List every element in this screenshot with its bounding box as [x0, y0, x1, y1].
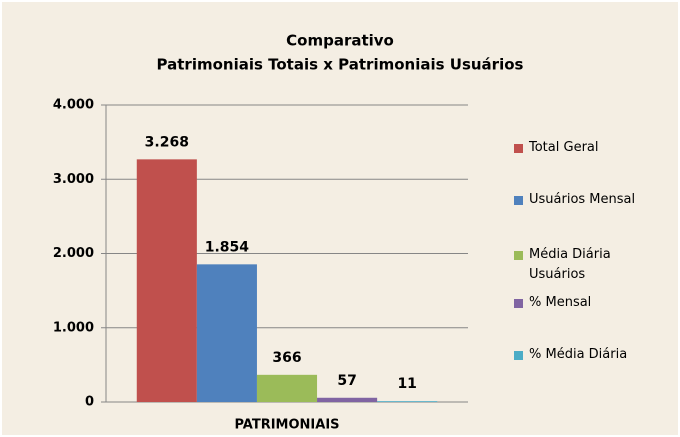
legend-label: Média Diária Usuários — [529, 247, 611, 282]
bar — [256, 374, 318, 402]
legend-item: Média Diária Usuários — [514, 245, 672, 285]
legend-swatch — [514, 196, 523, 205]
data-label: 366 — [272, 350, 301, 366]
bar — [136, 159, 197, 402]
data-label: 1.854 — [205, 239, 250, 255]
data-label: 3.268 — [145, 134, 189, 150]
bar — [317, 397, 378, 402]
chart-title: Patrimoniais Totais x Patrimoniais Usuár… — [157, 56, 524, 74]
legend-label: Total Geral — [529, 140, 599, 155]
y-tick-label: 0 — [85, 395, 94, 410]
x-tick-label: PATRIMONIAIS — [234, 418, 339, 433]
legend-label: Usuários Mensal — [529, 192, 636, 207]
legend-swatch — [514, 299, 523, 308]
legend-item: Total Geral — [514, 138, 672, 158]
legend-swatch — [514, 351, 523, 360]
bar — [196, 264, 257, 402]
legend-item: % Média Diária — [514, 345, 672, 365]
y-tick-label: 4.000 — [53, 98, 94, 113]
chart-title: Comparativo — [286, 32, 394, 50]
legend-swatch — [514, 251, 523, 260]
y-tick-label: 1.000 — [53, 320, 94, 335]
y-tick-label: 3.000 — [53, 172, 94, 187]
data-label: 57 — [337, 373, 356, 389]
data-label: 11 — [397, 376, 416, 392]
legend-item: Usuários Mensal — [514, 190, 672, 210]
legend-label: % Mensal — [529, 295, 592, 310]
y-tick-label: 2.000 — [53, 246, 94, 261]
legend-item: % Mensal — [514, 293, 672, 313]
legend-swatch — [514, 144, 523, 153]
legend-label: % Média Diária — [529, 347, 628, 362]
bar — [377, 401, 438, 402]
